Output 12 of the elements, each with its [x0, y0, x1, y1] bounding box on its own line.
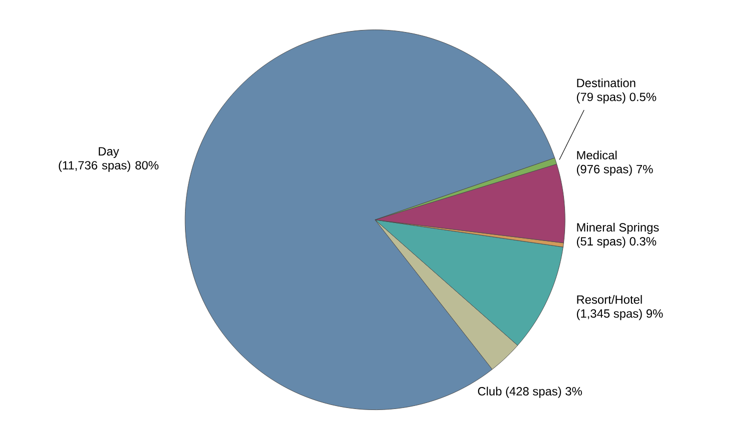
slice-label: Destination	[577, 78, 636, 88]
data-label: (976 spas) 7%	[576, 164, 653, 176]
slice-label: Resort/Hotel	[577, 295, 642, 304]
data-label: (1,345 spas) 9%	[576, 308, 663, 320]
slice-label: Medical	[577, 150, 617, 160]
data-label: (51 spas) 0.3%	[576, 236, 656, 248]
data-label: (11,736 spas) 80%	[58, 160, 158, 172]
data-label: (79 spas) 0.5%	[576, 92, 656, 104]
slice-label: Day	[98, 147, 120, 158]
slice-label: Mineral Springs	[577, 222, 659, 234]
data-label: (428 spas) 3%	[506, 386, 582, 398]
slice-label: Club	[478, 386, 502, 396]
